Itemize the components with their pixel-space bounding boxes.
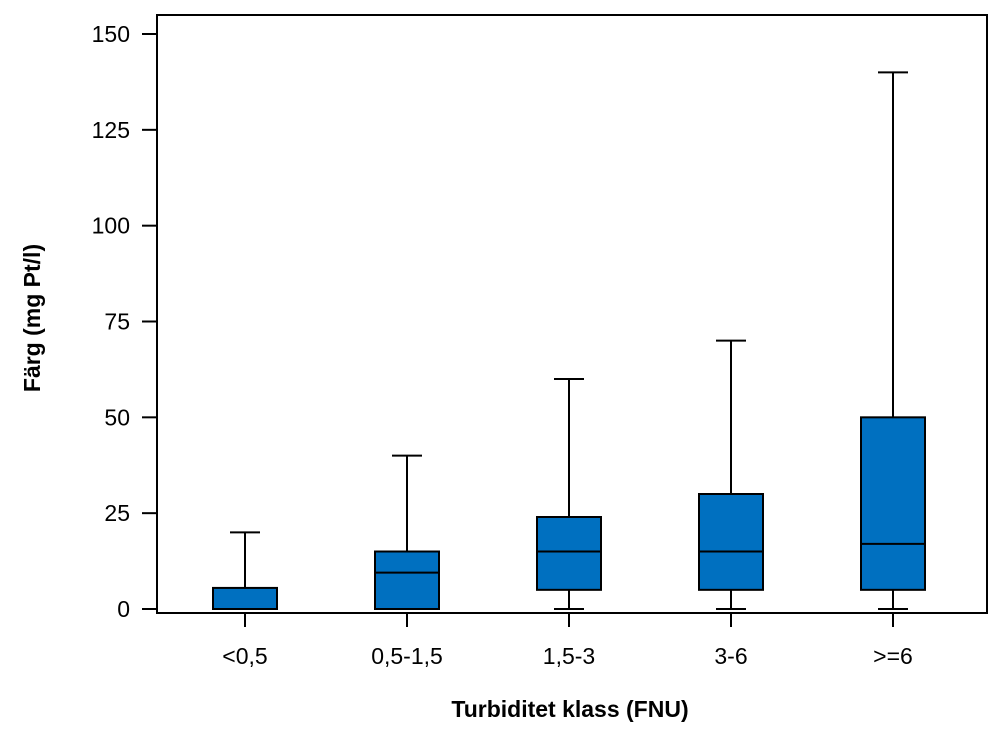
y-tick-label: 150 — [92, 21, 130, 47]
y-tick-label: 75 — [104, 309, 130, 335]
y-axis-title: Färg (mg Pt/l) — [19, 244, 45, 392]
x-axis-title: Turbiditet klass (FNU) — [451, 696, 688, 722]
x-tick-label: >=6 — [873, 643, 913, 669]
box-series — [212, 71, 926, 611]
x-axis: <0,5 0,5-1,5 1,5-3 3-6 >=6 — [222, 613, 913, 669]
box-plot-item — [374, 454, 440, 610]
iqr-box — [860, 416, 926, 591]
box-plot-item — [698, 339, 764, 610]
box-plot-item — [536, 378, 602, 610]
iqr-box — [374, 550, 440, 610]
x-tick-label: <0,5 — [222, 643, 267, 669]
iqr-box — [698, 493, 764, 591]
x-tick-label: 1,5-3 — [543, 643, 595, 669]
iqr-box — [212, 586, 278, 611]
y-tick-label: 125 — [92, 117, 130, 143]
x-tick-label: 3-6 — [714, 643, 747, 669]
iqr-box — [536, 516, 602, 591]
y-tick-label: 100 — [92, 213, 130, 239]
x-tick-label: 0,5-1,5 — [371, 643, 443, 669]
y-axis: 0 25 50 75 100 125 150 — [92, 21, 157, 622]
y-tick-label: 25 — [104, 500, 130, 526]
box-plot-item — [860, 71, 926, 610]
box-plot-item — [212, 531, 278, 611]
y-tick-label: 0 — [117, 596, 130, 622]
plot-frame — [156, 14, 988, 614]
y-tick-label: 50 — [104, 404, 130, 430]
